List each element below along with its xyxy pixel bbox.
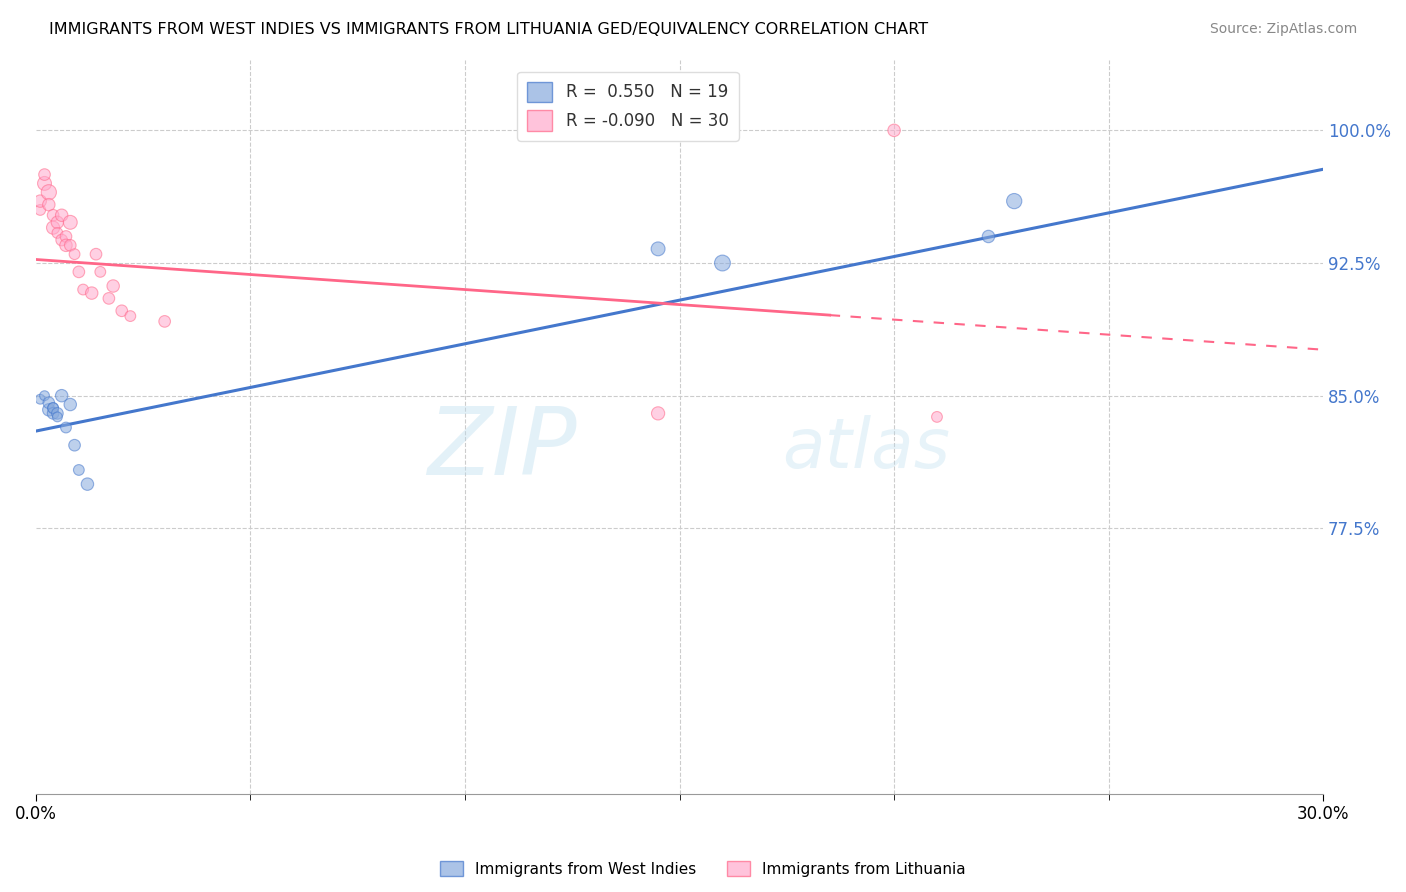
Point bbox=[883, 123, 905, 137]
Legend: Immigrants from West Indies, Immigrants from Lithuania: Immigrants from West Indies, Immigrants … bbox=[433, 853, 973, 884]
Point bbox=[89, 265, 111, 279]
Point bbox=[38, 396, 60, 410]
Text: Source: ZipAtlas.com: Source: ZipAtlas.com bbox=[1209, 22, 1357, 37]
Point bbox=[63, 247, 86, 261]
Point bbox=[42, 401, 65, 415]
Point bbox=[59, 398, 82, 412]
Point bbox=[120, 309, 142, 323]
Point bbox=[647, 242, 669, 256]
Point bbox=[76, 477, 98, 491]
Point bbox=[30, 202, 52, 217]
Point bbox=[59, 238, 82, 252]
Point bbox=[46, 406, 69, 420]
Point bbox=[51, 233, 73, 247]
Text: atlas: atlas bbox=[783, 415, 950, 483]
Legend: R =  0.550   N = 19, R = -0.090   N = 30: R = 0.550 N = 19, R = -0.090 N = 30 bbox=[517, 71, 738, 141]
Point bbox=[30, 392, 52, 407]
Point bbox=[67, 463, 90, 477]
Point bbox=[925, 409, 948, 424]
Point bbox=[55, 420, 77, 434]
Point bbox=[51, 389, 73, 403]
Text: ZIP: ZIP bbox=[427, 403, 576, 494]
Point bbox=[101, 279, 124, 293]
Point bbox=[97, 292, 120, 306]
Point bbox=[84, 247, 107, 261]
Point bbox=[42, 406, 65, 420]
Point bbox=[51, 208, 73, 222]
Point bbox=[42, 208, 65, 222]
Point bbox=[38, 402, 60, 417]
Point bbox=[30, 194, 52, 208]
Point bbox=[46, 409, 69, 424]
Point bbox=[59, 215, 82, 229]
Point bbox=[46, 215, 69, 229]
Point bbox=[42, 401, 65, 415]
Point bbox=[38, 197, 60, 211]
Point bbox=[67, 265, 90, 279]
Point bbox=[42, 220, 65, 235]
Point bbox=[34, 389, 56, 403]
Point bbox=[34, 168, 56, 182]
Point bbox=[38, 186, 60, 200]
Text: IMMIGRANTS FROM WEST INDIES VS IMMIGRANTS FROM LITHUANIA GED/EQUIVALENCY CORRELA: IMMIGRANTS FROM WEST INDIES VS IMMIGRANT… bbox=[49, 22, 928, 37]
Point bbox=[72, 283, 94, 297]
Point bbox=[80, 286, 103, 301]
Point bbox=[111, 303, 134, 318]
Point bbox=[711, 256, 734, 270]
Point bbox=[647, 406, 669, 420]
Point bbox=[63, 438, 86, 452]
Point bbox=[46, 226, 69, 240]
Point bbox=[977, 229, 1000, 244]
Point bbox=[153, 314, 176, 328]
Point bbox=[55, 229, 77, 244]
Point bbox=[34, 177, 56, 191]
Point bbox=[1002, 194, 1025, 208]
Point bbox=[55, 238, 77, 252]
